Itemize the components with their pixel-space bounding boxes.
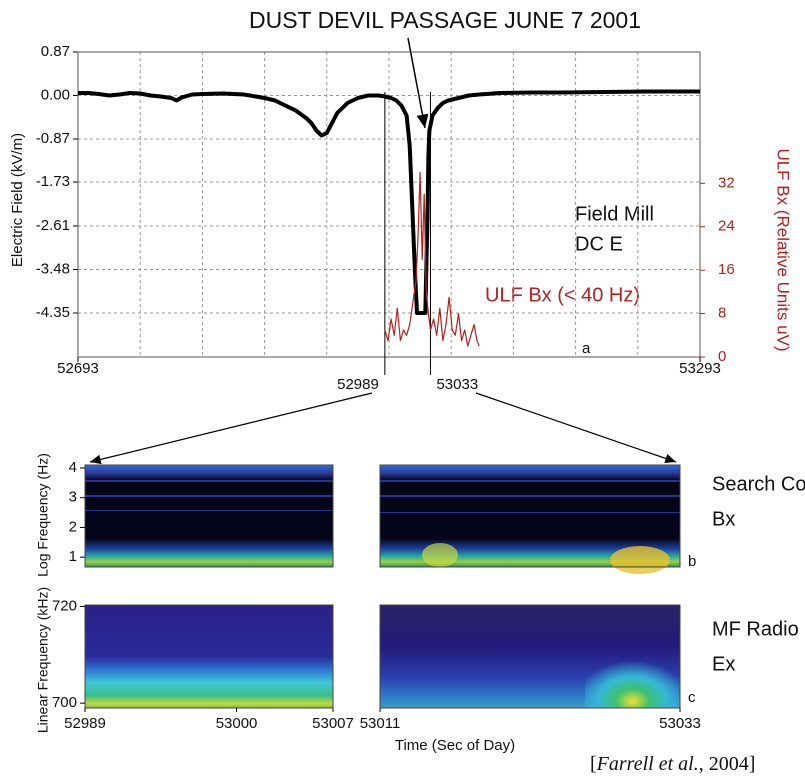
y2-tick-label: 32 [718, 174, 735, 191]
y2-tick-label: 0 [718, 348, 726, 365]
arrow [407, 37, 429, 129]
citation-part: [ [590, 753, 597, 775]
x-tick-label: 53293 [679, 360, 721, 377]
y-tick-label: 1 [69, 548, 77, 565]
annotation: Bx [712, 508, 735, 530]
annotation: MF Radio [712, 618, 799, 640]
x-tick-label: 53033 [659, 715, 701, 732]
y2-tick-label: 8 [718, 305, 726, 322]
y-tick-label: -2.61 [36, 217, 70, 234]
series-line [384, 171, 480, 347]
x-tick-label: 53007 [312, 715, 354, 732]
y2-tick-label: 24 [718, 218, 735, 235]
y-tick-label: -1.73 [36, 173, 70, 190]
x-tick-label: 53011 [360, 715, 401, 732]
arrow [89, 392, 373, 465]
y2-tick-label: 16 [718, 261, 735, 278]
y-tick-label: 0.87 [41, 43, 70, 60]
annotation: Search Coil [712, 473, 805, 495]
y-tick-label: 700 [52, 694, 77, 711]
y2-axis-label: ULF Bx (Relative Units uV) [774, 148, 793, 351]
y-axis-label: Log Frequency (Hz) [35, 453, 51, 577]
annotation: Field Mill [575, 203, 654, 225]
annotation: ULF Bx (< 40 Hz) [485, 284, 640, 306]
panel-label: a [582, 340, 591, 357]
spectrogram-streaks [85, 480, 680, 513]
panel-frame [379, 604, 681, 709]
y-tick-label: -4.35 [36, 304, 70, 321]
panel-frame [84, 464, 334, 568]
panel-label: b [688, 553, 696, 570]
citation-part: , 2004] [699, 753, 756, 775]
panel-frame [84, 604, 334, 709]
spectrogram-images [85, 465, 680, 708]
spectrogram-hotspot [610, 546, 670, 574]
series-line [78, 89, 700, 315]
y-axis-label: Linear Frequency (kHz) [35, 587, 51, 733]
spectrogram-c-left [85, 605, 333, 708]
x-tick-label: 53033 [436, 376, 478, 393]
panel-label: c [688, 689, 696, 706]
spectrogram-bump [585, 640, 680, 708]
chart-title: DUST DEVIL PASSAGE JUNE 7 2001 [249, 7, 641, 33]
y-tick-label: 720 [52, 597, 77, 614]
y-tick-label: -3.48 [36, 260, 70, 277]
citation-authors: Farrell et al. [596, 753, 699, 775]
x-tick-label: 52989 [64, 715, 106, 732]
citation: [Farrell et al., 2004] [590, 753, 755, 775]
x-tick-label: 52989 [337, 376, 379, 393]
x-tick-label: 52693 [57, 360, 99, 377]
y-tick-label: 0.00 [41, 86, 70, 103]
y-tick-label: 4 [69, 459, 77, 476]
annotation: Ex [712, 653, 735, 675]
annotation: DC E [575, 233, 623, 255]
y-tick-label: -0.87 [36, 130, 70, 147]
plot-frame [77, 51, 701, 358]
arrow [475, 392, 677, 464]
y-tick-label: 2 [69, 518, 77, 535]
y-tick-label: 3 [69, 489, 77, 506]
y-axis-label: Electric Field (kV/m) [9, 133, 26, 267]
spectrogram-hotspot [422, 543, 458, 567]
panel-frame [379, 464, 681, 568]
x-tick-label: 53000 [216, 715, 258, 732]
x-axis-label: Time (Sec of Day) [395, 737, 515, 754]
